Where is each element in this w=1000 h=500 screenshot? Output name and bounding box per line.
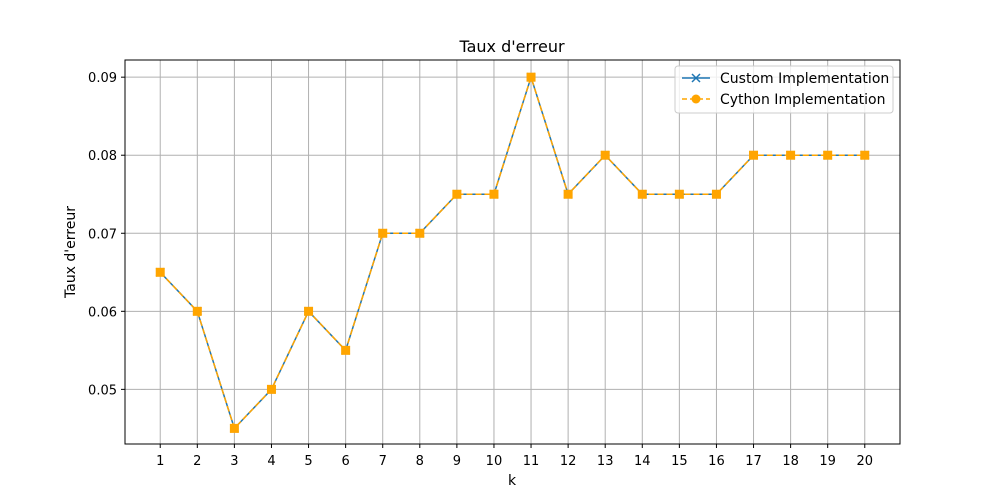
point-marker-cython [563, 189, 573, 199]
x-tick-label: 15 [671, 454, 688, 469]
x-tick-label: 10 [486, 454, 503, 469]
x-axis-ticks: 1 2 3 4 5 6 7 8 9 10 11 12 13 14 15 16 17 18 19 20 [156, 444, 873, 469]
x-tick-label: 20 [856, 454, 873, 469]
point-marker-cython [378, 228, 388, 238]
grid [125, 60, 900, 444]
x-tick-label: 1 [156, 454, 164, 469]
x-tick-label: 12 [560, 454, 577, 469]
point-marker-cython [526, 72, 536, 82]
y-tick-label: 0.05 [88, 383, 117, 398]
y-tick-label: 0.09 [88, 71, 117, 86]
point-marker-cython [192, 306, 202, 316]
y-axis-label: Taux d'erreur [63, 206, 79, 299]
point-marker-cython [749, 150, 759, 160]
y-axis-ticks: 0.05 0.06 0.07 0.08 0.09 [88, 71, 125, 398]
x-tick-label: 18 [782, 454, 799, 469]
point-marker-cython [674, 189, 684, 199]
y-tick-label: 0.08 [88, 149, 117, 164]
point-marker-cython [860, 150, 870, 160]
point-marker-cython [304, 306, 314, 316]
point-marker-cython [415, 228, 425, 238]
x-tick-label: 5 [304, 454, 312, 469]
point-marker-cython [600, 150, 610, 160]
point-marker-cython [823, 150, 833, 160]
legend-marker-cython [691, 94, 701, 104]
x-tick-label: 19 [819, 454, 836, 469]
x-tick-label: 6 [341, 454, 349, 469]
x-axis-label: k [508, 473, 517, 489]
axes-frame [124, 59, 901, 445]
legend: Custom Implementation Cython Implementat… [674, 65, 894, 114]
x-tick-label: 4 [267, 454, 275, 469]
legend-marker-custom [691, 73, 701, 83]
point-marker-cython [489, 189, 499, 199]
x-tick-label: 3 [230, 454, 238, 469]
x-tick-label: 13 [597, 454, 614, 469]
point-marker-cython [452, 189, 462, 199]
point-marker-cython [711, 189, 721, 199]
point-marker-cython [155, 267, 165, 277]
point-marker-cython [266, 384, 276, 394]
series-line-1 [159, 76, 865, 430]
point-marker-cython [637, 189, 647, 199]
point-marker-cython [786, 150, 796, 160]
x-tick-label: 11 [523, 454, 540, 469]
chart-title: Taux d'erreur [458, 37, 565, 56]
legend-label-cython: Cython Implementation [720, 92, 885, 108]
legend-label-custom: Custom Implementation [720, 71, 889, 87]
x-tick-label: 2 [193, 454, 201, 469]
x-tick-label: 7 [379, 454, 387, 469]
point-marker-cython [229, 423, 239, 433]
y-tick-label: 0.07 [88, 227, 117, 242]
x-tick-label: 16 [708, 454, 725, 469]
legend-box [674, 65, 894, 114]
x-tick-label: 8 [416, 454, 424, 469]
series-layer [155, 72, 870, 433]
x-tick-label: 9 [453, 454, 461, 469]
y-tick-label: 0.06 [88, 305, 117, 320]
x-tick-label: 17 [745, 454, 762, 469]
point-marker-cython [341, 345, 351, 355]
x-tick-label: 14 [634, 454, 651, 469]
